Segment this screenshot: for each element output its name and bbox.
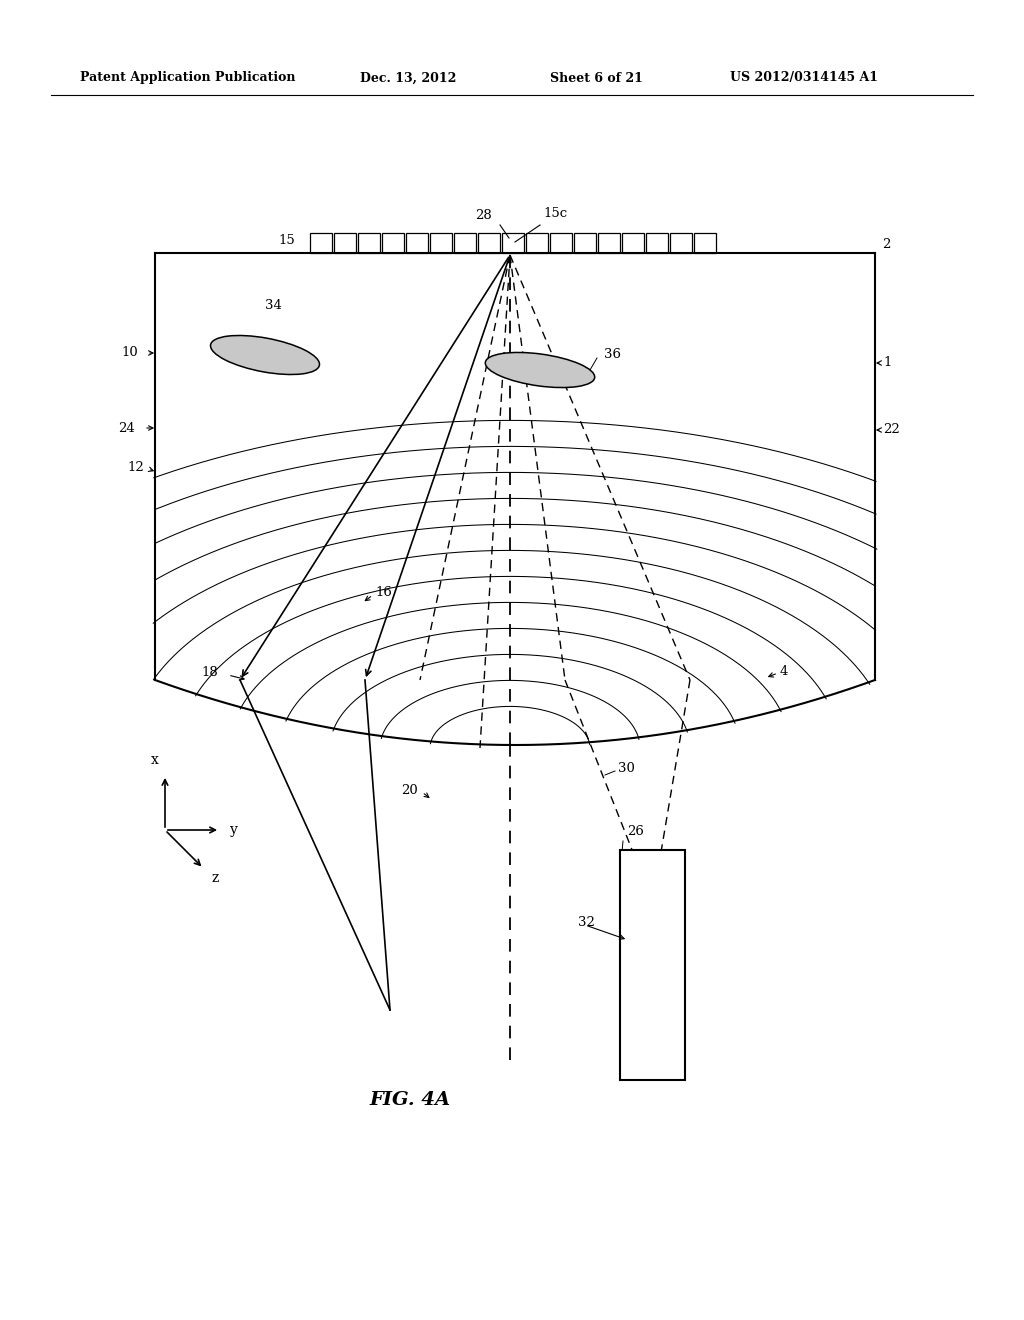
- Text: 20: 20: [401, 784, 418, 796]
- Ellipse shape: [485, 352, 595, 388]
- Bar: [598, 234, 620, 253]
- Bar: [670, 234, 692, 253]
- Text: x: x: [151, 754, 159, 767]
- Bar: [334, 234, 356, 253]
- Text: 12: 12: [127, 462, 144, 474]
- Text: 28: 28: [475, 209, 492, 222]
- Bar: [502, 234, 524, 253]
- Bar: [620, 850, 685, 1080]
- Text: z: z: [212, 871, 219, 884]
- Bar: [550, 234, 572, 253]
- Text: 2: 2: [882, 239, 891, 252]
- Bar: [430, 234, 452, 253]
- Text: 10: 10: [121, 346, 138, 359]
- Bar: [310, 234, 332, 253]
- Text: US 2012/0314145 A1: US 2012/0314145 A1: [730, 71, 878, 84]
- Text: 26: 26: [627, 825, 644, 838]
- Text: Patent Application Publication: Patent Application Publication: [80, 71, 296, 84]
- Text: 16: 16: [375, 586, 392, 598]
- Text: Sheet 6 of 21: Sheet 6 of 21: [550, 71, 643, 84]
- Bar: [454, 234, 476, 253]
- Bar: [622, 234, 644, 253]
- Text: 36: 36: [604, 348, 621, 362]
- Text: 15: 15: [279, 234, 295, 247]
- Bar: [382, 234, 404, 253]
- Text: 4: 4: [780, 665, 788, 678]
- Text: 24: 24: [118, 421, 135, 434]
- Text: 22: 22: [883, 424, 900, 437]
- Bar: [358, 234, 380, 253]
- Bar: [694, 234, 716, 253]
- Bar: [478, 234, 500, 253]
- Text: 18: 18: [202, 667, 218, 680]
- Bar: [406, 234, 428, 253]
- Text: Dec. 13, 2012: Dec. 13, 2012: [360, 71, 457, 84]
- Text: 30: 30: [618, 762, 635, 775]
- Bar: [574, 234, 596, 253]
- Ellipse shape: [211, 335, 319, 375]
- Bar: [526, 234, 548, 253]
- Bar: [646, 234, 668, 253]
- Text: 15c: 15c: [543, 207, 567, 220]
- Text: 32: 32: [578, 916, 595, 928]
- Text: y: y: [230, 822, 239, 837]
- Text: 34: 34: [265, 300, 282, 312]
- Text: 1: 1: [883, 356, 891, 370]
- Text: FIG. 4A: FIG. 4A: [370, 1092, 451, 1109]
